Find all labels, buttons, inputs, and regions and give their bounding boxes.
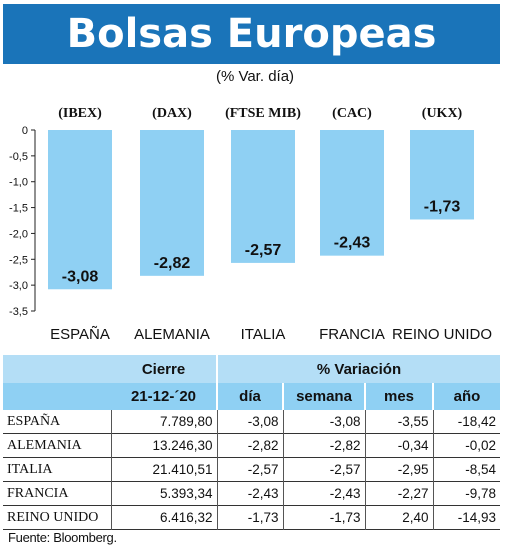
- category-label: ESPAÑA: [50, 326, 110, 343]
- y-tick-label: -1,0: [9, 177, 28, 189]
- row-value: -2,27: [365, 481, 434, 506]
- row-value: -18,42: [457, 414, 497, 429]
- row-value: -3,55: [365, 410, 434, 434]
- y-tick-label: -1,5: [9, 203, 28, 215]
- bar-chart: 0 -0,5 -1,0 -1,5 -2,0 -2,5 -3,0 -3,5 -3,08 (IBEX)…: [9, 106, 492, 343]
- row-value: -0,34: [365, 433, 434, 458]
- title-banner: Bolsas Europeas: [3, 4, 500, 64]
- row-value: -1,73: [217, 505, 284, 530]
- row-value: -1,73: [283, 505, 366, 530]
- header-variacion: % Variación: [217, 355, 501, 383]
- table-row: ALEMANIA 13.246,30 -2,82 -2,82 -0,34 -0,02: [3, 433, 501, 458]
- index-label: (FTSE MIB): [225, 106, 301, 121]
- row-value: -2,82: [217, 433, 284, 458]
- row-value: -9,78: [465, 486, 497, 501]
- header-cierre: Cierre: [111, 355, 218, 383]
- bar: [320, 130, 384, 256]
- header-ano: año: [433, 383, 501, 410]
- chart-title: Bolsas Europeas: [66, 11, 437, 57]
- row-value: -14,93: [457, 510, 497, 525]
- row-value: -2,57: [283, 457, 366, 482]
- category-label: ITALIA: [241, 326, 286, 343]
- table-header-row-1: Cierre % Variación: [3, 355, 501, 383]
- source-note: Fuente: Bloomberg.: [8, 530, 117, 545]
- header-date: 21-12-´20: [111, 383, 218, 410]
- row-value: -2,95: [365, 457, 434, 482]
- row-value: 6.416,32: [111, 505, 218, 530]
- row-country: REINO UNIDO: [3, 505, 112, 530]
- bar: [48, 130, 112, 290]
- bar: [231, 130, 295, 263]
- row-country: ALEMANIA: [3, 433, 112, 458]
- row-value: 21.410,51: [111, 457, 218, 482]
- y-tick-label: 0: [22, 125, 28, 137]
- row-value: -0,02: [465, 438, 497, 453]
- table-header-row-2: 21-12-´20 día semana mes año: [3, 383, 501, 410]
- row-value: 2,40: [365, 505, 434, 530]
- index-label: (DAX): [152, 106, 192, 121]
- bar-value-label: -1,73: [424, 198, 461, 215]
- row-value: 7.789,80: [111, 410, 218, 434]
- row-value: -3,08: [217, 410, 284, 434]
- row-value: -2,82: [283, 433, 366, 458]
- y-tick-label: -3,5: [9, 306, 28, 318]
- table-row: FRANCIA 5.393,34 -2,43 -2,43 -2,27 -9,78: [3, 481, 501, 506]
- table-row: ESPAÑA 7.789,80 -3,08 -3,08 -3,55 -18,42: [3, 410, 501, 434]
- y-tick-label: -3,0: [9, 280, 28, 292]
- bar-value-label: -2,57: [245, 242, 282, 259]
- category-label: FRANCIA: [319, 326, 385, 343]
- bar-value-label: -2,82: [154, 255, 191, 272]
- row-country: ITALIA: [3, 457, 112, 482]
- table-row: ITALIA 21.410,51 -2,57 -2,57 -2,95 -8,54: [3, 457, 501, 482]
- y-tick-label: -2,5: [9, 254, 28, 266]
- row-value: -2,43: [283, 481, 366, 506]
- header-semana: semana: [283, 383, 366, 410]
- row-country: FRANCIA: [3, 481, 112, 506]
- category-label: REINO UNIDO: [392, 326, 492, 343]
- chart-subtitle: (% Var. día): [215, 68, 295, 85]
- index-label: (UKX): [422, 106, 463, 121]
- category-label: ALEMANIA: [134, 326, 210, 343]
- row-value: -3,08: [283, 410, 366, 434]
- data-table-wrap: Cierre % Variación 21-12-´20 día semana …: [3, 355, 501, 530]
- bar-value-label: -2,43: [334, 235, 371, 252]
- bar: [410, 130, 474, 220]
- index-label: (IBEX): [58, 106, 102, 121]
- y-tick-label: -0,5: [9, 151, 28, 163]
- table-row: REINO UNIDO 6.416,32 -1,73 -1,73 2,40 -14,93: [3, 505, 501, 530]
- bar: [140, 130, 204, 276]
- header-mes: mes: [365, 383, 434, 410]
- table-header-blank-2: [3, 383, 111, 410]
- row-value: 13.246,30: [111, 433, 218, 458]
- row-country: ESPAÑA: [3, 410, 112, 434]
- index-label: (CAC): [332, 106, 372, 121]
- y-tick-label: -2,0: [9, 228, 28, 240]
- row-value: -8,54: [465, 462, 497, 477]
- table-header-blank: [3, 355, 111, 383]
- bar-value-label: -3,08: [62, 268, 99, 285]
- row-value: -2,43: [217, 481, 284, 506]
- data-table: Cierre % Variación 21-12-´20 día semana …: [3, 355, 501, 530]
- row-value: 5.393,34: [111, 481, 218, 506]
- header-dia: día: [217, 383, 284, 410]
- row-value: -2,57: [217, 457, 284, 482]
